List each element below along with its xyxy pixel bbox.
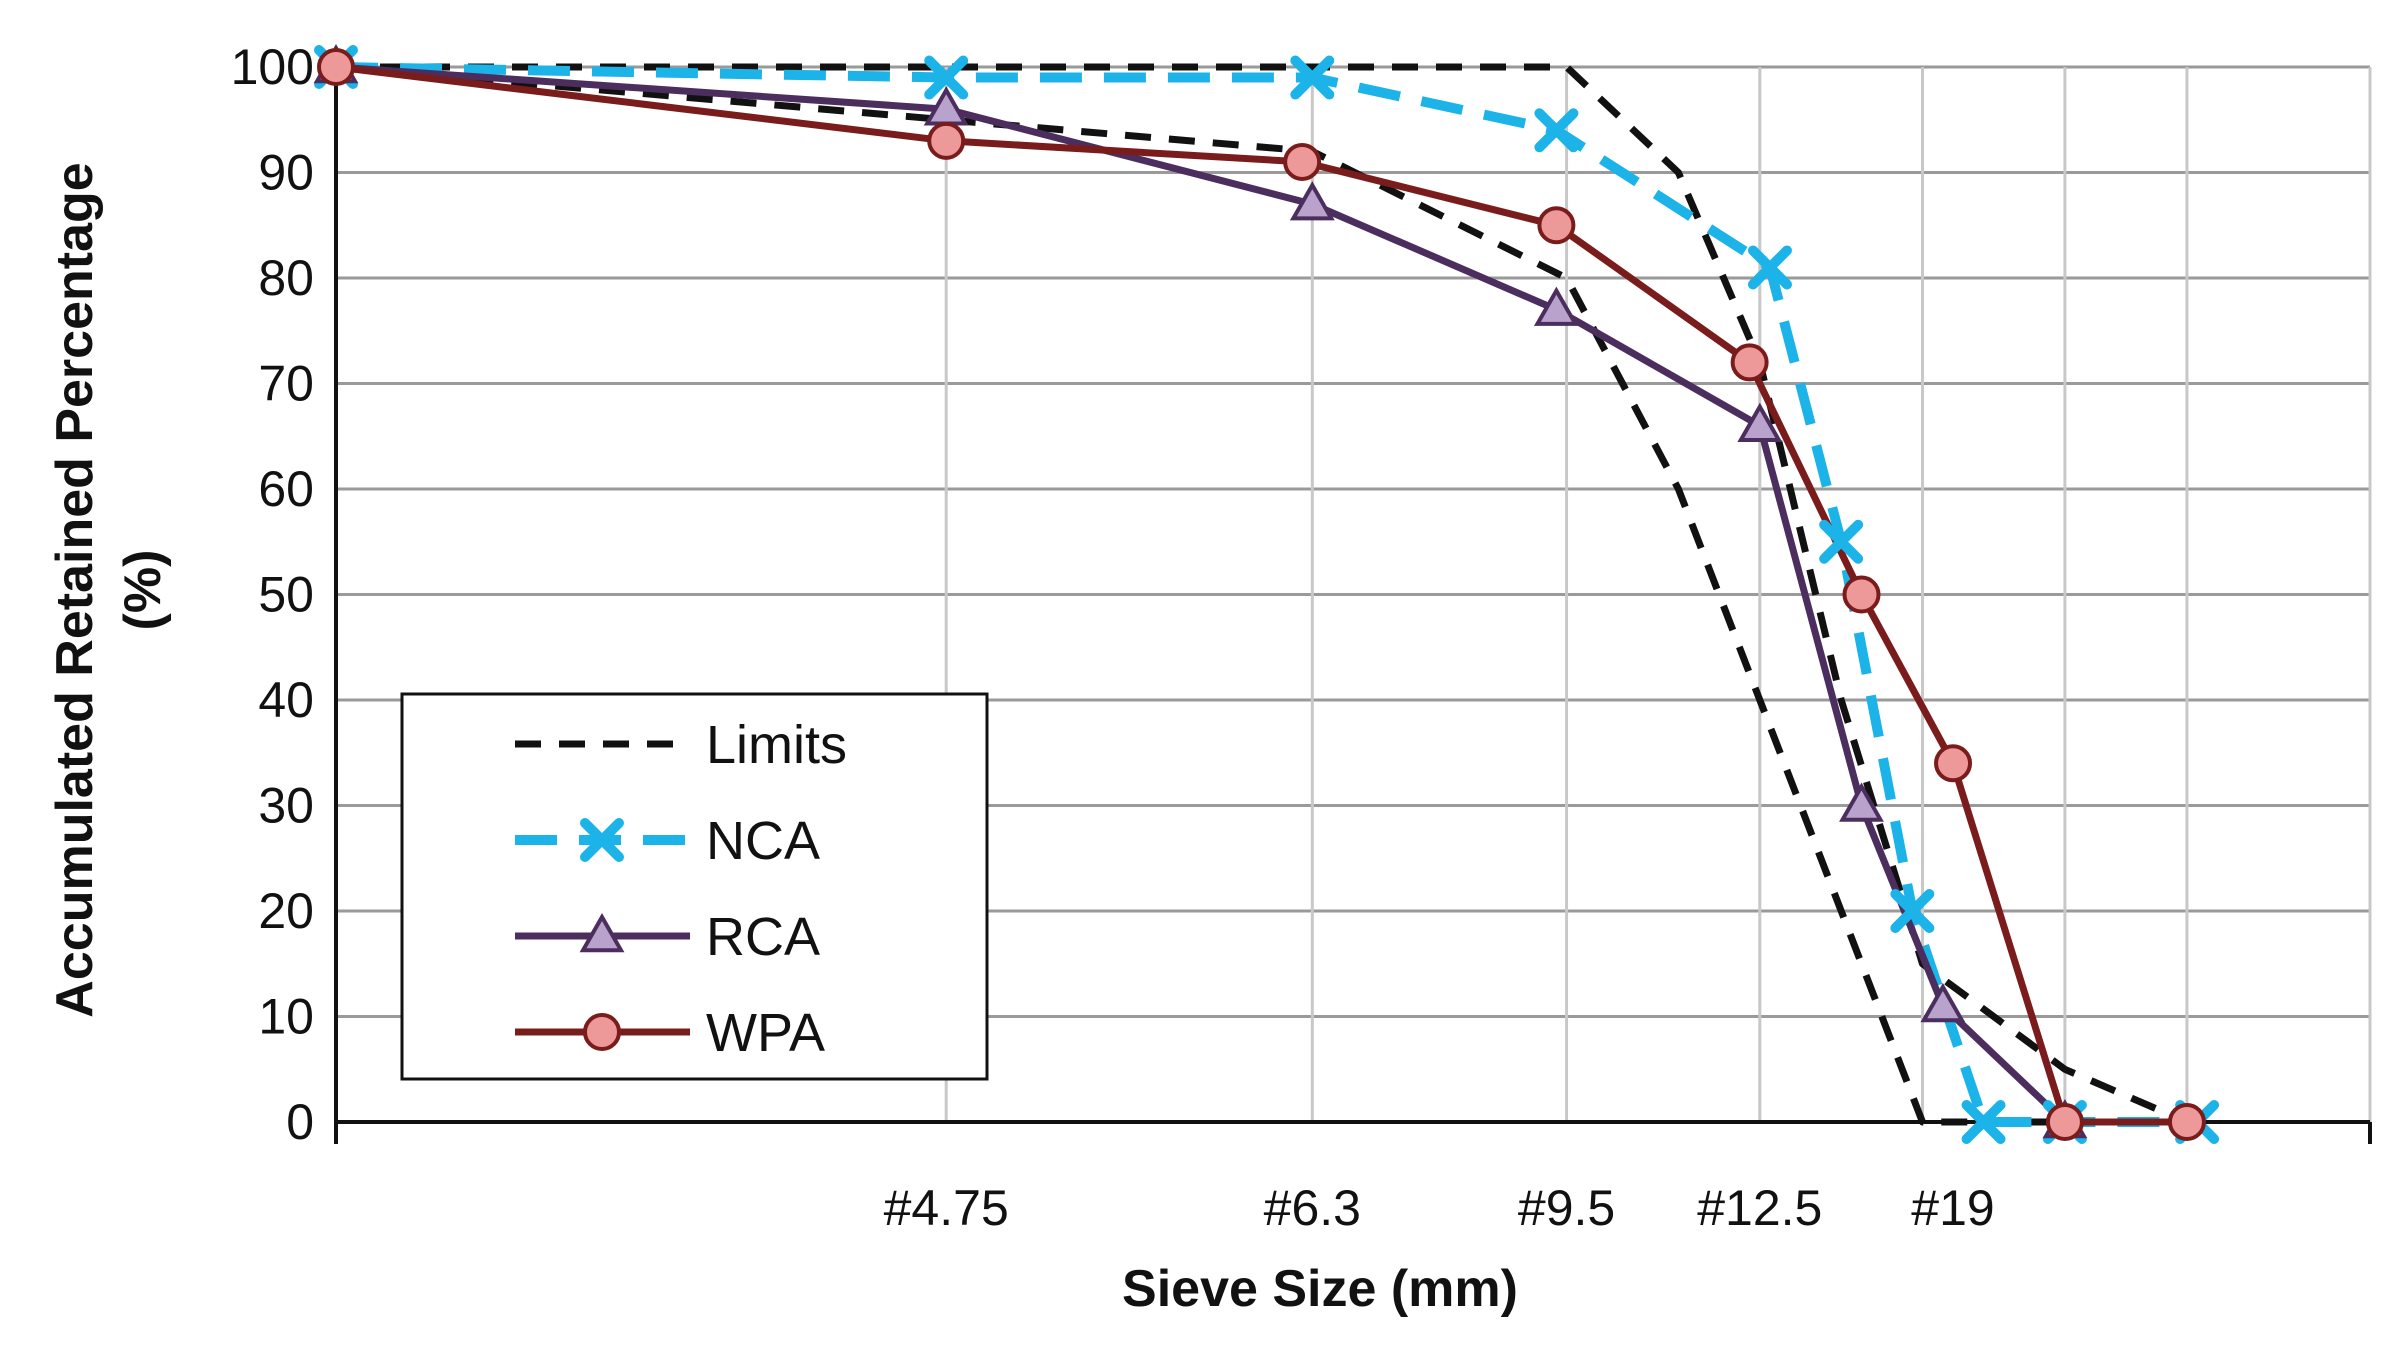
data-point-circle [1730, 343, 1769, 382]
y-tick-label: 90 [258, 145, 314, 201]
legend-items: Limits NCA RCA WPA [515, 715, 847, 1063]
data-point-circle [1934, 744, 1973, 783]
legend-label-wpa: WPA [706, 1003, 825, 1063]
legend-label-limits: Limits [706, 715, 847, 775]
x-tick-label: #4.75 [884, 1180, 1009, 1236]
legend-label-rca: RCA [706, 907, 820, 967]
data-point-circle [1537, 206, 1576, 245]
legend-label-nca: NCA [706, 811, 820, 871]
x-tick-label: #19 [1911, 1180, 1994, 1236]
data-point-circle [1842, 575, 1881, 614]
data-point-x [1819, 519, 1864, 564]
data-point-triangle [1839, 782, 1884, 822]
series-line-rca [335, 63, 2068, 1125]
legend: Limits NCA RCA WPA [400, 692, 989, 1081]
x-tick-label: #6.3 [1264, 1180, 1361, 1236]
data-point-x [1747, 245, 1792, 290]
data-point-triangle [579, 912, 625, 953]
series-layer [313, 43, 2220, 1144]
data-point-circle [317, 48, 355, 86]
y-tick-label: 0 [286, 1094, 314, 1150]
data-point-x [1290, 55, 1335, 100]
y-tick-label: 30 [258, 778, 314, 834]
y-tick-label: 10 [258, 989, 314, 1045]
data-point-circle [927, 121, 966, 160]
data-point-triangle [1737, 402, 1783, 442]
data-point-circle [583, 1013, 621, 1051]
data-point-triangle [1289, 181, 1335, 221]
data-point-triangle [1920, 982, 1966, 1023]
data-point-circle [2167, 1103, 2206, 1141]
data-point-x [1890, 889, 1935, 933]
data-point-triangle [1533, 286, 1579, 326]
x-axis-title: Sieve Size (mm) [1122, 1260, 1518, 1318]
y-tick-label: 80 [258, 250, 314, 306]
data-point-circle [1283, 142, 1322, 181]
x-tick-label: #9.5 [1518, 1180, 1615, 1236]
series-line-nca [335, 62, 2198, 1127]
series-line-limits [336, 63, 2189, 1126]
labels-layer: 0 10 20 30 40 50 60 70 80 90 100 #4.75 #6.3 #9.5 #12.5… [231, 39, 1995, 1236]
grid-layer [336, 65, 2372, 1124]
x-tick-label: #12.5 [1697, 1180, 1822, 1236]
y-tick-label: 100 [231, 39, 314, 95]
data-point-x [580, 818, 624, 862]
data-point-circle [2045, 1103, 2084, 1141]
y-axis-title-line1: Accumulated Retained Percentage [46, 162, 104, 1017]
data-point-x [1961, 1100, 2006, 1144]
data-point-x [924, 55, 969, 100]
y-tick-label: 40 [258, 672, 314, 728]
y-tick-label: 60 [258, 461, 314, 517]
y-tick-label: 50 [258, 567, 314, 623]
y-axis-title-line2: (%) [114, 550, 172, 631]
legend-box [400, 692, 989, 1081]
y-tick-label: 70 [258, 356, 314, 412]
y-tick-label: 20 [258, 883, 314, 939]
data-point-x [1534, 108, 1579, 153]
